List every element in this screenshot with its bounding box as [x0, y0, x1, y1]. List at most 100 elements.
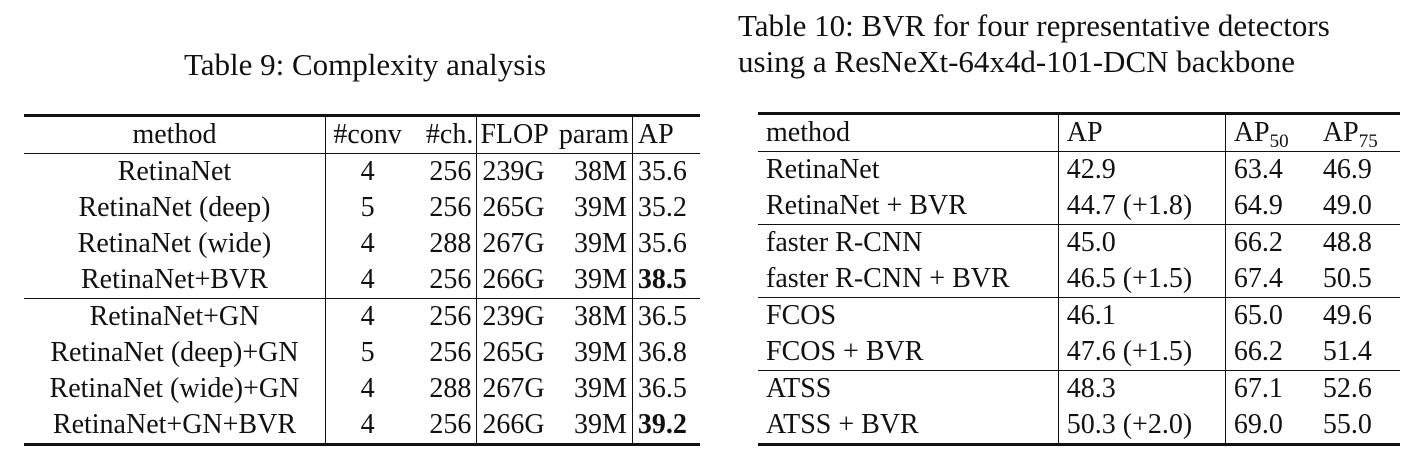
cell-method: RetinaNet+GN — [24, 298, 326, 335]
cell-param: 39M — [554, 226, 633, 262]
header-method: method — [758, 113, 1059, 152]
cell-conv: 5 — [360, 337, 375, 368]
cell-ap75: 55.0 — [1322, 409, 1372, 440]
cell-ap50: 64.9 — [1233, 190, 1283, 221]
cell-channels: 256 — [409, 298, 478, 335]
header-channels: #ch. — [409, 115, 478, 154]
cell-ap75: 46.9 — [1322, 154, 1372, 185]
table9-caption: Table 9: Complexity analysis — [183, 47, 547, 82]
cell-conv: 4 — [360, 301, 375, 332]
cell-conv: 4 — [360, 409, 375, 440]
table-row: RetinaNet+GN 4 256 239G 38M 36.5 — [24, 298, 700, 335]
table-header-row: method #conv #ch. FLOP param AP — [24, 115, 700, 154]
cell-channels: 256 — [409, 262, 478, 299]
cell-method: RetinaNet (wide)+GN — [24, 371, 326, 407]
cell-flop: 239G — [482, 301, 545, 332]
cell-method: RetinaNet — [758, 151, 1059, 188]
table-row: RetinaNet 42.9 63.4 46.9 — [758, 151, 1400, 188]
cell-method: ATSS + BVR — [758, 407, 1059, 445]
table-row: RetinaNet 4 256 239G 38M 35.6 — [24, 153, 700, 190]
bvr-detectors-table: method AP AP50 AP75 RetinaNet 42.9 63.4 … — [758, 112, 1400, 446]
cell-ap: 35.2 — [637, 192, 687, 223]
cell-ap50: 63.4 — [1233, 154, 1283, 185]
cell-ap-best: 38.5 — [637, 264, 687, 295]
complexity-table: method #conv #ch. FLOP param AP RetinaNe… — [24, 114, 700, 446]
cell-ap: 35.6 — [637, 228, 687, 259]
table-row: FCOS 46.1 65.0 49.6 — [758, 297, 1400, 334]
cell-ap50: 69.0 — [1233, 409, 1283, 440]
cell-flop: 267G — [482, 228, 545, 259]
table-row: ATSS 48.3 67.1 52.6 — [758, 370, 1400, 407]
cell-ap75: 49.6 — [1322, 300, 1372, 331]
cell-ap50: 66.2 — [1233, 336, 1283, 367]
table10-caption-line2: using a ResNeXt-64x4d-101-DCN backbone — [738, 44, 1296, 79]
cell-flop: 265G — [482, 192, 545, 223]
cell-ap-best: 39.2 — [637, 409, 687, 440]
cell-ap: 36.8 — [637, 337, 687, 368]
cell-conv: 5 — [360, 192, 375, 223]
cell-param: 39M — [554, 262, 633, 299]
table-row: ATSS + BVR 50.3 (+2.0) 69.0 55.0 — [758, 407, 1400, 445]
cell-ap: 46.1 — [1058, 297, 1226, 334]
cell-param: 39M — [554, 190, 633, 226]
header-ap50: AP50 — [1225, 114, 1315, 152]
cell-param: 38M — [554, 298, 633, 335]
cell-ap: 47.6 (+1.5) — [1058, 334, 1226, 371]
cell-ap50: 67.1 — [1233, 373, 1283, 404]
cell-channels: 288 — [409, 226, 478, 262]
header-ap75: AP75 — [1315, 114, 1400, 152]
cell-ap: 50.3 (+2.0) — [1058, 407, 1226, 445]
cell-ap50: 67.4 — [1233, 263, 1283, 294]
cell-ap: 36.5 — [637, 373, 687, 404]
cell-method: RetinaNet (wide) — [24, 226, 326, 262]
cell-ap: 48.3 — [1058, 370, 1226, 407]
table-row: RetinaNet (deep) 5 256 265G 39M 35.2 — [24, 190, 700, 226]
cell-param: 39M — [554, 407, 633, 445]
cell-flop: 267G — [482, 373, 545, 404]
cell-method: FCOS — [758, 297, 1059, 334]
cell-channels: 256 — [409, 190, 478, 226]
cell-ap: 42.9 — [1058, 151, 1226, 188]
table-row: RetinaNet+GN+BVR 4 256 266G 39M 39.2 — [24, 407, 700, 445]
cell-method: RetinaNet+GN+BVR — [24, 407, 326, 445]
header-ap: AP — [637, 119, 674, 150]
cell-channels: 288 — [409, 371, 478, 407]
cell-channels: 256 — [409, 407, 478, 445]
cell-channels: 256 — [409, 335, 478, 371]
cell-channels: 256 — [409, 153, 478, 190]
cell-conv: 4 — [360, 373, 375, 404]
header-ap50-sub: 50 — [1269, 131, 1289, 152]
cell-method: RetinaNet (deep)+GN — [24, 335, 326, 371]
table-header-row: method AP AP50 AP75 — [758, 113, 1400, 152]
cell-ap75: 49.0 — [1322, 190, 1372, 221]
cell-method: ATSS — [758, 370, 1059, 407]
header-flop: FLOP — [480, 119, 549, 150]
table10-caption: Table 10: BVR for four representative de… — [738, 8, 1330, 80]
cell-ap75: 51.4 — [1322, 336, 1372, 367]
cell-param: 39M — [554, 335, 633, 371]
cell-method: faster R-CNN + BVR — [758, 261, 1059, 298]
table-row: RetinaNet+BVR 4 256 266G 39M 38.5 — [24, 262, 700, 299]
header-param: param — [554, 115, 633, 154]
cell-method: RetinaNet (deep) — [24, 190, 326, 226]
cell-ap75: 50.5 — [1322, 263, 1372, 294]
cell-method: RetinaNet + BVR — [758, 188, 1059, 225]
cell-method: RetinaNet — [24, 153, 326, 190]
header-ap75-sub: 75 — [1358, 131, 1378, 152]
cell-flop: 239G — [482, 156, 545, 187]
cell-method: RetinaNet+BVR — [24, 262, 326, 299]
cell-ap50: 66.2 — [1233, 227, 1283, 258]
cell-ap: 44.7 (+1.8) — [1058, 188, 1226, 225]
header-ap75-base: AP — [1322, 117, 1359, 148]
cell-param: 38M — [554, 153, 633, 190]
cell-method: faster R-CNN — [758, 224, 1059, 261]
cell-param: 39M — [554, 371, 633, 407]
cell-ap: 45.0 — [1058, 224, 1226, 261]
header-ap: AP — [1058, 113, 1226, 152]
cell-conv: 4 — [360, 228, 375, 259]
cell-ap: 35.6 — [637, 156, 687, 187]
table-row: FCOS + BVR 47.6 (+1.5) 66.2 51.4 — [758, 334, 1400, 371]
header-conv: #conv — [333, 119, 402, 150]
header-ap50-base: AP — [1233, 117, 1270, 148]
cell-ap75: 48.8 — [1322, 227, 1372, 258]
